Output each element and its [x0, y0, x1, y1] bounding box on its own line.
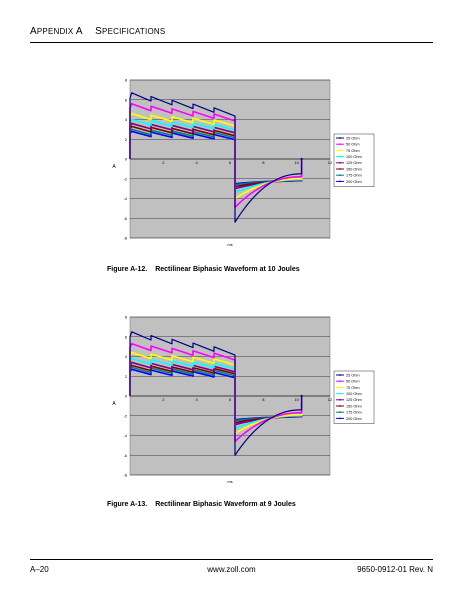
legend-marker — [339, 174, 341, 177]
figure-a13-chart: -8 -6 -4 -2 0 2 4 6 8 2 4 6 8 10 12 Ams 25 Ohm 50 Ohm 75 O… — [112, 315, 375, 484]
legend-marker — [339, 143, 341, 146]
x-tick-label: 4 — [196, 397, 199, 402]
y-tick-label: 0 — [125, 394, 128, 399]
legend-marker — [339, 168, 341, 170]
x-tick-label: 6 — [229, 397, 232, 402]
y-tick-label: -4 — [123, 433, 127, 438]
x-axis-label: ms — [227, 242, 232, 247]
legend — [333, 370, 375, 424]
series-end-marker — [300, 157, 303, 161]
y-tick-label: -8 — [123, 473, 127, 478]
series-line — [129, 331, 303, 456]
legend-entry: 25 Ohm — [346, 136, 360, 140]
page-number: A–20 — [30, 565, 49, 574]
legend-marker — [339, 417, 341, 420]
legend-marker — [339, 161, 341, 164]
y-tick-label: -6 — [123, 453, 127, 458]
x-tick-label: 10 — [294, 397, 299, 402]
y-tick-label: 8 — [125, 315, 128, 320]
legend-entry: 175 Ohm — [346, 174, 362, 178]
legend — [333, 133, 375, 187]
legend-marker — [339, 398, 341, 401]
section-label: SPECIFICATIONS — [95, 26, 166, 37]
y-tick-label: 0 — [125, 157, 128, 162]
x-tick-label: 8 — [262, 397, 265, 402]
legend-marker — [339, 137, 341, 139]
y-tick-label: -4 — [123, 196, 127, 201]
legend-marker — [339, 155, 341, 158]
legend-entry: 100 Ohm — [346, 155, 362, 159]
x-tick-label: 12 — [328, 160, 333, 165]
legend-marker — [339, 149, 341, 152]
x-tick-label: 2 — [162, 397, 165, 402]
y-axis-label: A — [112, 401, 116, 407]
page-header: APPENDIX A SPECIFICATIONS — [30, 26, 165, 37]
y-tick-label: 2 — [125, 137, 128, 142]
y-tick-label: 2 — [125, 374, 128, 379]
appendix-label: APPENDIX A — [30, 26, 83, 37]
figure-label: Figure A-13. — [107, 501, 148, 508]
y-axis-label: A — [112, 164, 116, 170]
legend-entry: 150 Ohm — [346, 404, 362, 408]
legend-marker — [339, 386, 341, 389]
y-tick-label: 4 — [125, 117, 128, 122]
y-tick-label: -6 — [123, 216, 127, 221]
legend-entry: 200 Ohm — [346, 417, 362, 421]
series-line — [129, 112, 303, 200]
header-rule — [30, 42, 433, 43]
legend-entry: 175 Ohm — [346, 411, 362, 415]
y-tick-label: 6 — [125, 97, 128, 102]
x-tick-label: 6 — [229, 160, 232, 165]
series-line — [129, 351, 303, 435]
x-tick-label: 2 — [162, 160, 165, 165]
footer-url[interactable]: www.zoll.com — [207, 565, 256, 574]
y-tick-label: 6 — [125, 334, 128, 339]
y-tick-label: -8 — [123, 236, 127, 241]
legend-entry: 150 Ohm — [346, 167, 362, 171]
series-line — [129, 92, 303, 223]
legend-entry: 200 Ohm — [346, 180, 362, 184]
figure-a12-chart: -8 -6 -4 -2 0 2 4 6 8 2 4 6 8 10 12 Ams 25 Ohm 50 Ohm 75 O… — [112, 78, 375, 247]
x-tick-label: 12 — [328, 397, 333, 402]
legend-entry: 50 Ohm — [346, 143, 360, 147]
y-tick-label: 4 — [125, 354, 128, 359]
figure-a12-caption: Figure A-12. Rectilinear Biphasic Wavefor… — [107, 266, 300, 273]
series-line — [129, 102, 303, 209]
legend-entry: 50 Ohm — [346, 380, 360, 384]
legend-entry: 125 Ohm — [346, 398, 362, 402]
x-tick-label: 8 — [262, 160, 265, 165]
x-axis-label: ms — [227, 479, 232, 484]
legend-entry: 25 Ohm — [346, 373, 360, 377]
series-end-marker — [300, 394, 303, 398]
figure-a13-caption: Figure A-13. Rectilinear Biphasic Wavefor… — [107, 501, 296, 508]
legend-marker — [339, 374, 341, 376]
legend-entry: 75 Ohm — [346, 149, 360, 153]
legend-marker — [339, 180, 341, 183]
x-tick-label: 10 — [294, 160, 299, 165]
document-number: 9650-0912-01 Rev. N — [357, 565, 433, 574]
figure-title: Rectilinear Biphasic Waveform at 10 Joul… — [155, 266, 300, 273]
legend-entry: 125 Ohm — [346, 161, 362, 165]
legend-marker — [339, 411, 341, 414]
legend-entry: 75 Ohm — [346, 386, 360, 390]
legend-marker — [339, 405, 341, 407]
legend-marker — [339, 380, 341, 383]
y-tick-label: 8 — [125, 78, 128, 83]
legend-marker — [339, 392, 341, 395]
figure-label: Figure A-12. — [107, 266, 148, 273]
legend-entry: 100 Ohm — [346, 392, 362, 396]
x-tick-label: 4 — [196, 160, 199, 165]
footer-rule — [30, 559, 433, 560]
y-tick-label: -2 — [123, 176, 127, 181]
series-line — [129, 342, 303, 443]
y-tick-label: -2 — [123, 413, 127, 418]
figure-title: Rectilinear Biphasic Waveform at 9 Joule… — [155, 501, 296, 508]
